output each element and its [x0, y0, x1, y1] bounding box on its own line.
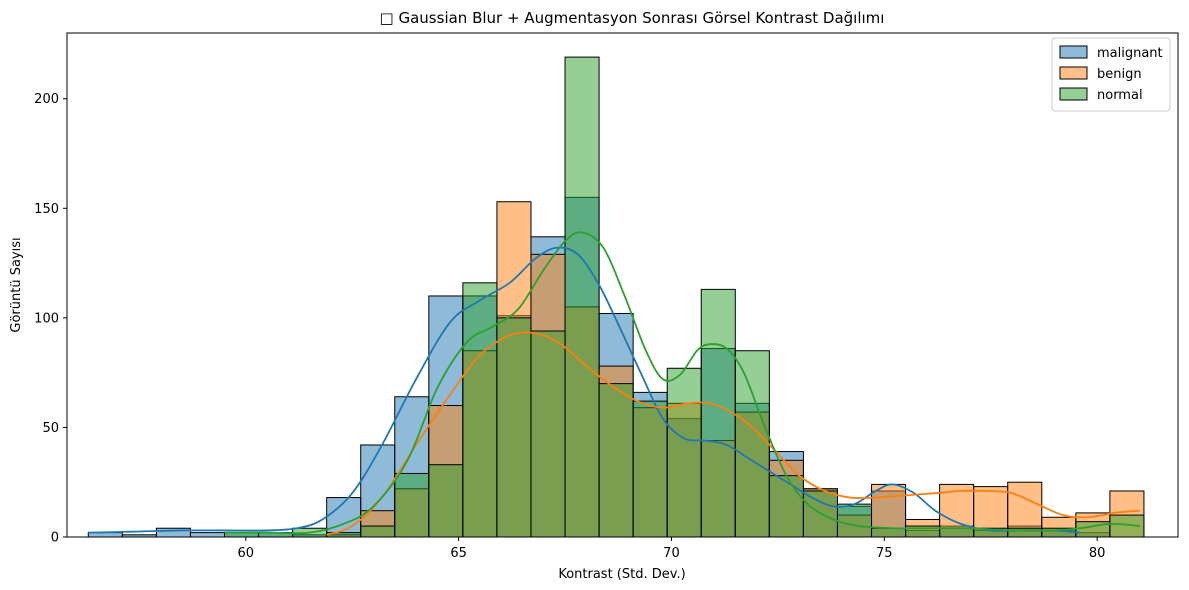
histogram-bar-normal-11	[598, 383, 634, 538]
y-tick-label-100: 100	[34, 311, 59, 326]
histogram-bar-normal-16	[768, 475, 804, 538]
histogram-bar-normal-12	[632, 400, 668, 538]
histogram-bar-normal-4	[360, 525, 396, 538]
kde-layer	[88, 231, 1140, 536]
histogram-bar-normal-21	[939, 527, 975, 538]
axes-layer: 60 65 70 75 80 0 50 100 150 200	[34, 32, 1179, 561]
histogram-bar-normal-13	[666, 367, 702, 538]
histogram-bar-normal-7	[462, 282, 498, 538]
x-axis-title: Kontrast (Std. Dev.)	[558, 567, 685, 582]
histogram-bar-normal-19	[871, 527, 907, 538]
series-normal-bars	[224, 56, 1145, 538]
y-tick-label-50: 50	[42, 421, 59, 436]
legend-swatch-normal	[1059, 87, 1088, 101]
plot-frame	[66, 32, 1179, 538]
x-tick-label-75: 75	[876, 546, 893, 561]
y-tick-label-150: 150	[34, 202, 59, 217]
x-tick-label-65: 65	[450, 546, 467, 561]
chart-title: □ Gaussian Blur + Augmentasyon Sonrası G…	[380, 9, 885, 27]
kde-line-normal	[224, 231, 1140, 535]
x-tick-label-80: 80	[1089, 546, 1106, 561]
y-axis-title: Görüntü Sayısı	[9, 237, 24, 332]
histogram-bar-normal-18	[836, 503, 873, 538]
legend-label-normal: normal	[1097, 88, 1143, 103]
histogram-bar-malignant-3	[189, 532, 225, 538]
histogram-bar-normal-5	[394, 472, 430, 538]
legend-label-benign: benign	[1097, 67, 1142, 82]
legend-swatch-malignant	[1059, 45, 1088, 59]
y-tick-label-0: 0	[51, 531, 59, 546]
x-tick-label-70: 70	[663, 546, 680, 561]
y-tick-label-200: 200	[34, 92, 59, 107]
x-tick-label-60: 60	[238, 546, 255, 561]
bars-layer	[87, 56, 1145, 538]
legend-label-malignant: malignant	[1097, 46, 1163, 61]
histogram-bar-normal-14	[700, 288, 736, 538]
legend: malignant benign normal	[1051, 37, 1171, 112]
histogram-bar-normal-15	[734, 350, 770, 538]
histogram-bar-normal-10	[564, 56, 600, 538]
histogram-bar-normal-8	[496, 317, 532, 538]
histogram-bar-normal-9	[530, 330, 566, 538]
histogram-bar-normal-6	[428, 464, 464, 538]
kde-line-malignant	[88, 246, 1081, 534]
legend-swatch-benign	[1059, 66, 1088, 80]
kde-line-benign	[326, 331, 1140, 536]
